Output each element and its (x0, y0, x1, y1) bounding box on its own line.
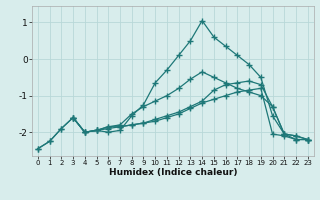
X-axis label: Humidex (Indice chaleur): Humidex (Indice chaleur) (108, 168, 237, 177)
